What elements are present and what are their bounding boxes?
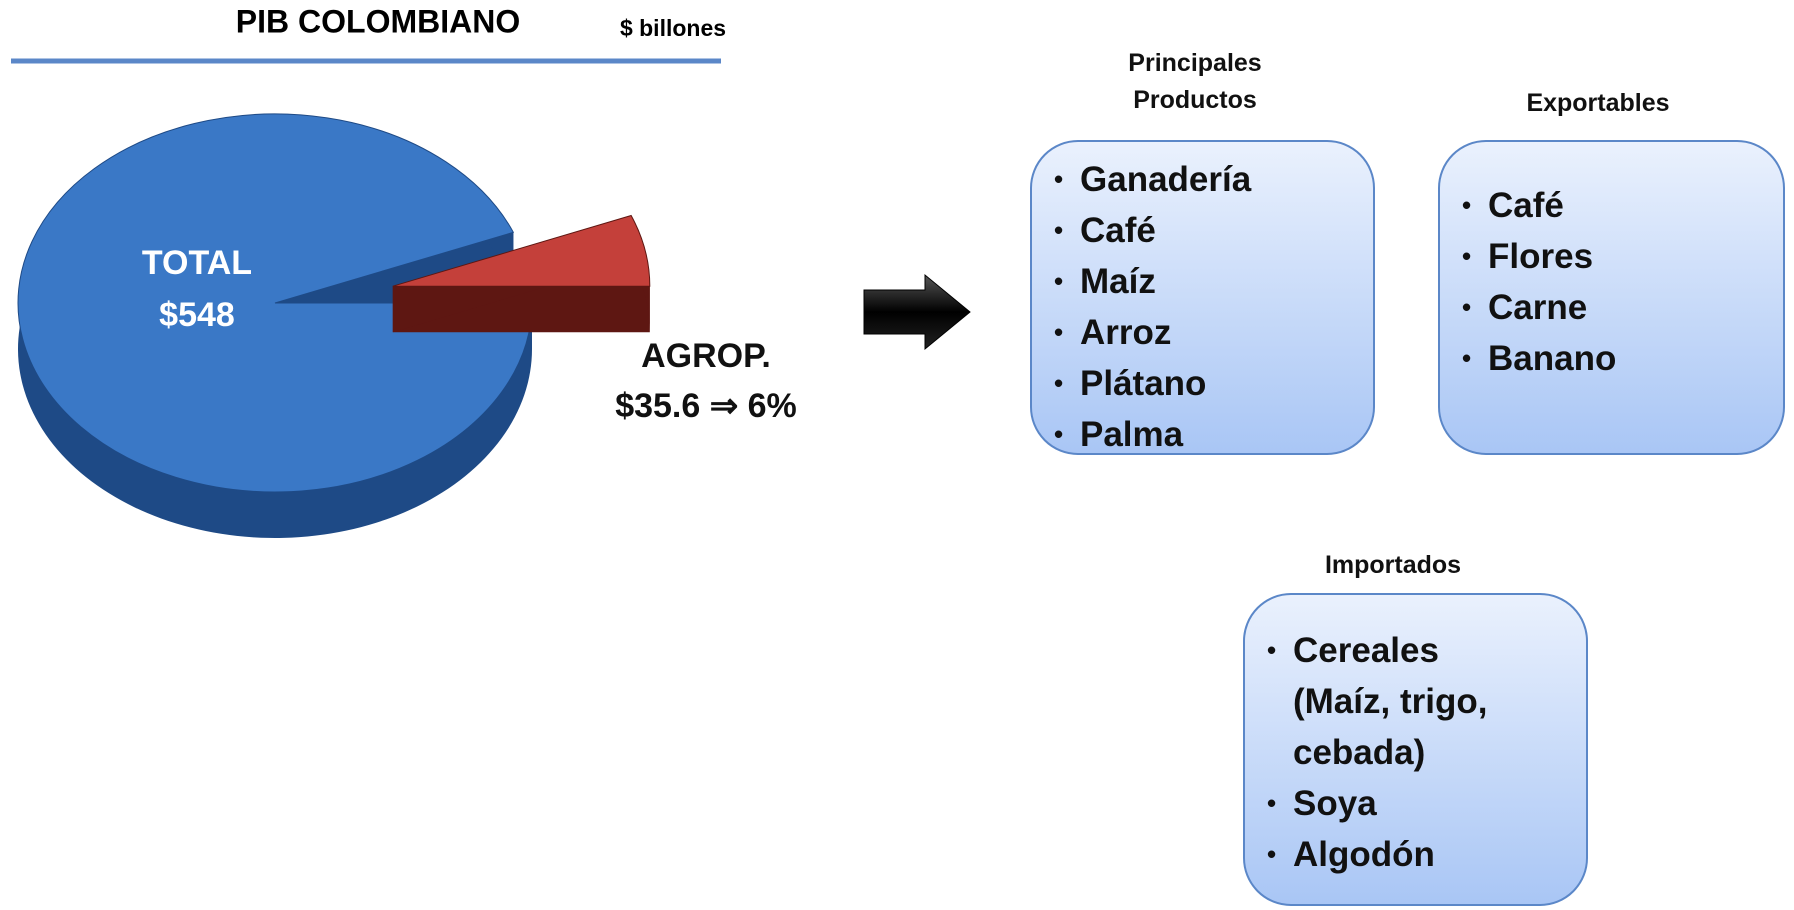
box-list: Cereales (Maíz, trigo, cebada) Soya Algodó… [1263, 625, 1576, 880]
list-item: Café [1458, 180, 1773, 231]
list-item-text: Banano [1488, 339, 1617, 378]
pie-slice [392, 214, 651, 287]
list-item-text: Soya [1293, 784, 1377, 823]
list-item: Café [1050, 205, 1363, 256]
box-list: Café Flores Carne Banano [1458, 180, 1773, 384]
list-item-text: Café [1488, 186, 1564, 225]
box-header: Principales Productos [1128, 49, 1262, 114]
list-item: Banano [1458, 333, 1773, 384]
list-item: Algodón [1263, 829, 1576, 880]
box-header: Exportables [1526, 89, 1670, 117]
list-item-text: Flores [1488, 237, 1594, 276]
list-item-text: Maíz [1080, 262, 1156, 301]
box: Ganadería Café Maíz Arroz Plátano Palma [1030, 140, 1375, 460]
list-item: Ganadería [1050, 154, 1363, 205]
slice-value-label: $548 [159, 296, 235, 334]
list-item: Flores [1458, 231, 1773, 282]
list-item: Plátano [1050, 358, 1363, 409]
list-item: Maíz [1050, 256, 1363, 307]
box-header: Importados [1324, 551, 1462, 579]
list-item-text: Algodón [1293, 835, 1435, 874]
list-item-text: Café [1080, 211, 1156, 250]
list-item-text: Carne [1488, 288, 1588, 327]
list-item-text: Cereales (Maíz, trigo, cebada) [1293, 631, 1488, 772]
list-item-text: Ganadería [1080, 160, 1252, 199]
box: Cereales (Maíz, trigo, cebada) Soya Algodó… [1243, 593, 1588, 906]
pie-slice [17, 113, 533, 493]
list-item-text: Arroz [1080, 313, 1172, 352]
list-item: Soya [1263, 778, 1576, 829]
slice-label: AGROP. [641, 337, 771, 375]
list-item-text: Plátano [1080, 364, 1207, 403]
list-item: Cereales (Maíz, trigo, cebada) [1263, 625, 1576, 778]
slice-value-label: $35.6 ⇒ 6% [615, 387, 797, 425]
box: Café Flores Carne Banano [1438, 140, 1785, 455]
pie [17, 113, 651, 539]
list-item-text: Palma [1080, 415, 1184, 454]
arrow [863, 273, 971, 351]
chart-title: PIB COLOMBIANO [236, 3, 520, 39]
list-item: Arroz [1050, 307, 1363, 358]
chart-subtitle: $ billones [620, 15, 726, 41]
list-item: Palma [1050, 409, 1363, 460]
slice-label: TOTAL [142, 244, 252, 282]
list-item: Carne [1458, 282, 1773, 333]
box-list: Ganadería Café Maíz Arroz Plátano Palma [1050, 154, 1363, 460]
